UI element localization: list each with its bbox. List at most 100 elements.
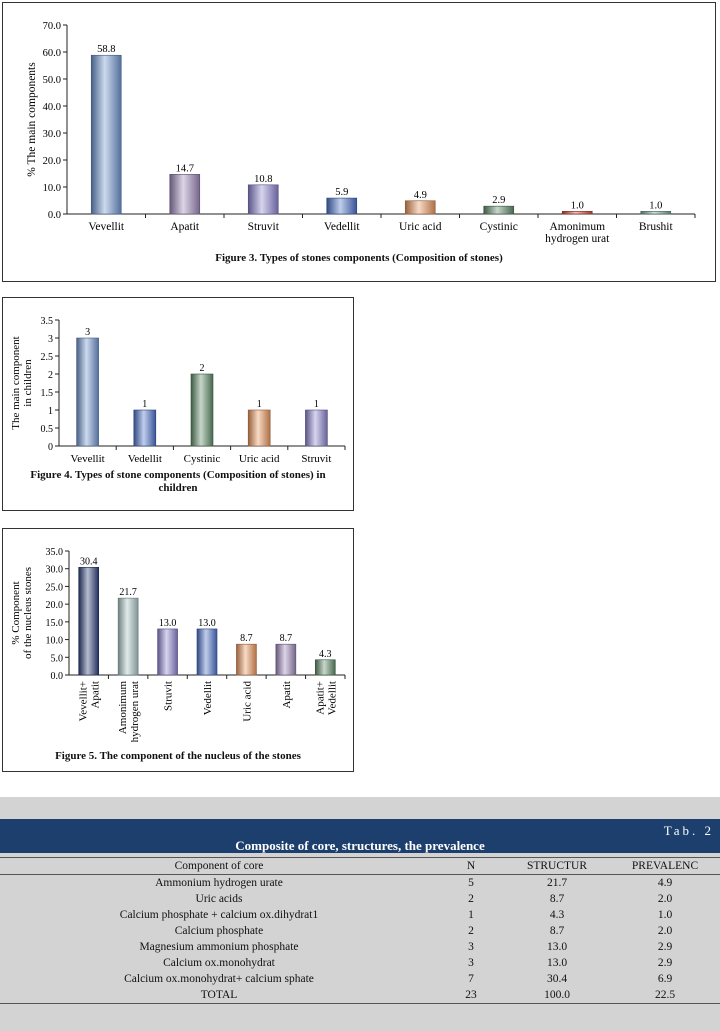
fig5-x-tick-label: Apatit+ <box>314 681 326 715</box>
fig3-data-label: 10.8 <box>254 174 272 185</box>
fig4-y-tick-label: 1.5 <box>41 388 54 399</box>
fig5-x-tick-label: Vedellit <box>326 681 338 715</box>
table-row: Ammonium hydrogen urate 5 21.7 4.9 <box>0 875 720 892</box>
fig3-bar <box>247 184 279 215</box>
fig3-y-tick-label: 10.0 <box>43 183 61 194</box>
fig3-bar <box>404 200 436 215</box>
fig4-x-tick-label: Vevellit <box>70 453 104 465</box>
figure-4-caption: Figure 4. Types of stone components (Com… <box>3 469 353 495</box>
table-header-bar: Tab. 2 Composite of core, structures, th… <box>0 819 720 853</box>
table-section: Tab. 2 Composite of core, structures, th… <box>0 797 720 1031</box>
cell-component: Calcium phosphate <box>174 925 264 937</box>
cell-component: Calcium ox.monohydrat <box>163 957 275 969</box>
fig4-y-tick-label: 1 <box>48 406 53 417</box>
fig3-x-tick-label: Vedellit <box>324 221 361 233</box>
figure-4-panel: 0 0.5 1 1.5 2 2.5 3 3.5 The main component in chi… <box>2 297 354 511</box>
fig5-x-tick-label: Struvit <box>163 681 175 711</box>
table-header-row: Component of core N STRUCTUR PREVALENC <box>0 857 720 875</box>
fig3-x-tick-label: Amonimum <box>549 221 605 233</box>
fig5-x-tick-label: Amonimum <box>117 681 129 735</box>
fig3-data-label: 58.8 <box>97 44 115 55</box>
fig5-x-tick-label: hydrogen urat <box>129 681 141 742</box>
fig3-x-tick-label: Cystinic <box>480 221 518 233</box>
fig4-data-label: 1 <box>314 399 319 410</box>
fig4-y-tick-label: 2.5 <box>41 352 54 363</box>
cell-n: 5 <box>468 877 474 889</box>
fig5-data-label: 13.0 <box>159 618 177 629</box>
fig4-y-tick-label: 3.5 <box>41 316 54 327</box>
fig5-y-tick-label: 20.0 <box>46 600 64 611</box>
fig3-bar <box>326 197 358 215</box>
fig4-bar <box>76 337 99 447</box>
fig5-data-label: 4.3 <box>319 649 332 660</box>
cell-prevalenc: 22.5 <box>610 987 720 1004</box>
figure-3-chart: 0.0 10.0 20.0 30.0 40.0 50.0 60.0 70.0 % The mai… <box>26 21 696 245</box>
fig3-x-tick-label: Vevellit <box>88 221 125 233</box>
composition-table: Component of core N STRUCTUR PREVALENC A… <box>0 857 720 1004</box>
fig5-y-tick-label: 25.0 <box>46 582 64 593</box>
fig4-x-tick-label: Cystinic <box>184 453 221 465</box>
cell-prevalenc: 1.0 <box>657 909 673 921</box>
fig3-bar <box>169 174 201 215</box>
figure-4-caption-text: Figure 4. Types of stone components (Com… <box>30 469 326 494</box>
cell-structur: 8.7 <box>549 925 565 937</box>
cell-n: 2 <box>468 925 474 937</box>
fig3-y-tick-label: 40.0 <box>43 102 61 113</box>
fig5-x-tick-label: Vedellit <box>202 681 214 715</box>
fig3-y-tick-label: 50.0 <box>43 75 61 86</box>
cell-component: Ammonium hydrogen urate <box>155 877 283 889</box>
fig3-x-tick-label: Uric acid <box>399 221 442 233</box>
fig5-bar <box>236 643 257 676</box>
fig3-y-tick-label: 20.0 <box>43 156 61 167</box>
fig4-data-label: 1 <box>142 399 147 410</box>
cell-structur: 13.0 <box>546 957 568 969</box>
fig4-data-label: 2 <box>200 363 205 374</box>
cell-n: 7 <box>468 973 474 985</box>
cell-structur: 8.7 <box>549 893 565 905</box>
cell-prevalenc: 2.9 <box>657 957 673 969</box>
fig3-x-tick-label: Apatit <box>170 221 200 233</box>
table-row: Calcium ox.monohydrat 3 13.0 2.9 <box>0 955 720 971</box>
fig5-data-label: 8.7 <box>240 633 253 644</box>
fig4-x-tick-label: Uric acid <box>239 453 280 465</box>
cell-structur: 100.0 <box>504 987 610 1004</box>
fig5-bar <box>78 566 100 676</box>
cell-prevalenc: 2.0 <box>657 925 673 937</box>
table-row: Calcium phosphate 2 8.7 2.0 <box>0 923 720 939</box>
table-number: Tab. 2 <box>663 823 714 838</box>
fig5-bar <box>275 643 297 676</box>
fig5-data-label: 21.7 <box>119 587 137 598</box>
fig4-y-axis-label: in children <box>22 359 34 407</box>
cell-component: Uric acids <box>195 893 243 905</box>
fig4-y-tick-label: 0.5 <box>41 424 54 435</box>
figure-3-panel: 0.0 10.0 20.0 30.0 40.0 50.0 60.0 70.0 % The mai… <box>2 2 716 282</box>
fig5-data-label: 8.7 <box>280 633 293 644</box>
cell-n: 23 <box>438 987 504 1004</box>
fig3-bar <box>561 211 593 215</box>
fig4-x-tick-label: Struvit <box>301 453 331 465</box>
fig4-bar <box>305 409 328 447</box>
fig3-y-tick-label: 0.0 <box>48 210 61 221</box>
fig3-bar <box>483 205 515 215</box>
cell-prevalenc: 4.9 <box>657 877 673 889</box>
figure-5-panel: 0.0 5.0 10.0 15.0 20.0 25.0 30.0 35.0 % Componen… <box>2 528 354 772</box>
fig5-y-tick-label: 15.0 <box>46 618 64 629</box>
fig4-x-tick-label: Vedellit <box>128 453 162 465</box>
cell-n: 1 <box>468 909 474 921</box>
fig5-y-axis-label: % Component <box>10 581 22 644</box>
cell-component: Calcium phosphate + calcium ox.dihydrat1 <box>119 909 319 921</box>
fig3-data-label: 1.0 <box>571 200 584 211</box>
fig5-bar <box>314 659 336 676</box>
fig4-y-tick-label: 0 <box>48 442 53 453</box>
cell-n: 3 <box>468 957 474 969</box>
fig5-data-label: 30.4 <box>80 556 98 567</box>
fig4-data-label: 1 <box>257 399 262 410</box>
fig5-bar <box>117 597 139 676</box>
fig5-bar <box>196 628 218 676</box>
column-header-prevalenc: PREVALENC <box>610 857 720 875</box>
fig5-y-tick-label: 0.0 <box>51 671 64 682</box>
fig3-bar <box>90 54 122 215</box>
figure-4-chart: 0 0.5 1 1.5 2 2.5 3 3.5 The main component in chi… <box>10 316 346 465</box>
table-title: Composite of core, structures, the preva… <box>235 838 485 853</box>
column-header-component: Component of core <box>0 857 438 875</box>
